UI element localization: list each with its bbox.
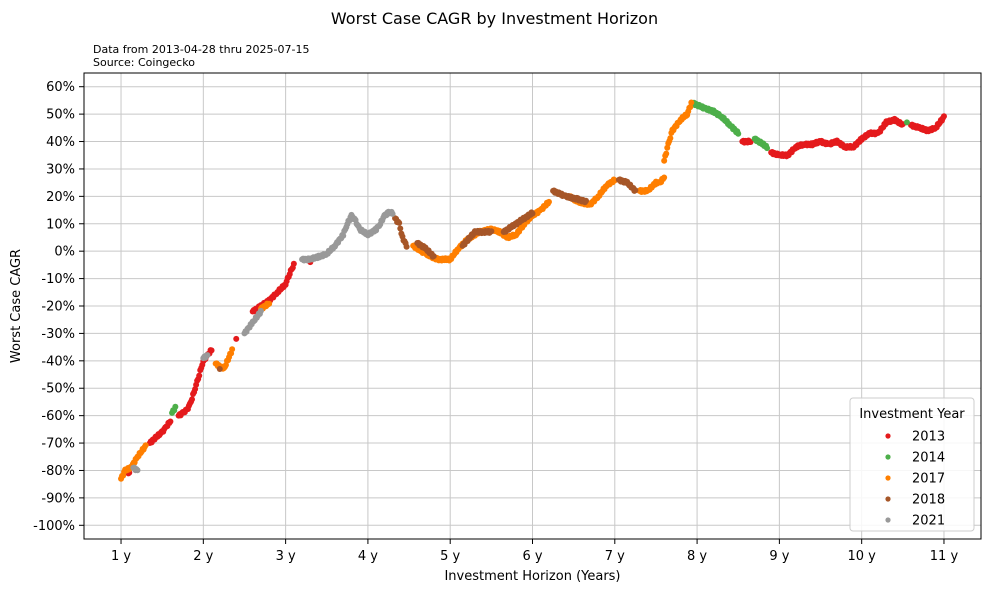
series-2018 bbox=[216, 176, 639, 373]
legend-marker bbox=[885, 475, 891, 481]
x-tick-label: 10 y bbox=[847, 549, 876, 564]
gridlines bbox=[84, 73, 981, 539]
y-tick-label: -80% bbox=[41, 464, 75, 479]
data-point bbox=[216, 366, 223, 373]
chart-title: Worst Case CAGR by Investment Horizon bbox=[331, 9, 658, 28]
data-point bbox=[545, 198, 552, 205]
legend-marker bbox=[885, 454, 891, 460]
x-tick-label: 2 y bbox=[193, 549, 213, 564]
y-tick-label: -10% bbox=[41, 272, 75, 287]
y-tick-label: 20% bbox=[46, 190, 75, 205]
data-point bbox=[903, 119, 910, 126]
data-point bbox=[389, 210, 396, 217]
legend-label: 2013 bbox=[912, 430, 945, 445]
y-tick-label: -40% bbox=[41, 354, 75, 369]
data-point bbox=[290, 260, 297, 267]
legend-marker bbox=[885, 496, 891, 502]
data-point bbox=[257, 307, 264, 314]
y-tick-label: -50% bbox=[41, 382, 75, 397]
y-axis-ticks: -100% -90% -80% -70% -60% -50% -40% -30% -20% -10… bbox=[33, 80, 84, 534]
series-2021 bbox=[130, 208, 396, 474]
x-tick-label: 1 y bbox=[111, 549, 131, 564]
data-point bbox=[396, 219, 403, 226]
x-tick-label: 3 y bbox=[276, 549, 296, 564]
x-axis-ticks: 1 y 2 y 3 y 4 y 5 y 6 y 7 y 8 y 9 y 10 y 11 y bbox=[111, 539, 958, 564]
data-point bbox=[229, 346, 236, 353]
chart-subtitle-line-1: Data from 2013-04-28 thru 2025-07-15 bbox=[93, 43, 309, 56]
data-point bbox=[735, 130, 742, 137]
series-2013 bbox=[123, 113, 947, 477]
data-point bbox=[661, 174, 668, 181]
legend-label: 2018 bbox=[912, 493, 945, 508]
y-tick-label: -100% bbox=[33, 519, 75, 534]
x-tick-label: 6 y bbox=[522, 549, 542, 564]
data-point bbox=[266, 300, 273, 307]
data-point bbox=[172, 403, 179, 410]
y-tick-label: 0% bbox=[54, 245, 75, 260]
chart-subtitle-line-2: Source: Coingecko bbox=[93, 56, 195, 69]
data-point bbox=[430, 253, 437, 260]
data-point bbox=[661, 157, 668, 164]
y-tick-label: 60% bbox=[46, 80, 75, 95]
data-point bbox=[134, 467, 141, 474]
legend-title: Investment Year bbox=[859, 407, 965, 422]
data-point bbox=[204, 352, 211, 359]
data-points bbox=[118, 99, 947, 482]
y-tick-label: 50% bbox=[46, 108, 75, 123]
data-point bbox=[688, 99, 695, 106]
data-point bbox=[233, 335, 240, 342]
data-point bbox=[764, 145, 771, 152]
data-point bbox=[687, 103, 694, 110]
data-point bbox=[189, 396, 196, 403]
x-tick-label: 4 y bbox=[358, 549, 378, 564]
data-point bbox=[582, 197, 589, 204]
data-point bbox=[397, 225, 404, 232]
y-tick-label: 10% bbox=[46, 217, 75, 232]
data-point bbox=[142, 442, 149, 449]
data-point bbox=[747, 139, 754, 146]
data-point bbox=[940, 113, 947, 120]
x-tick-label: 8 y bbox=[687, 549, 707, 564]
y-tick-label: -70% bbox=[41, 437, 75, 452]
data-point bbox=[529, 210, 536, 217]
legend-marker bbox=[885, 517, 891, 523]
y-tick-label: -60% bbox=[41, 409, 75, 424]
y-tick-label: -30% bbox=[41, 327, 75, 342]
y-axis-label: Worst Case CAGR bbox=[9, 249, 24, 363]
y-tick-label: -20% bbox=[41, 300, 75, 315]
data-point bbox=[167, 418, 174, 425]
data-point bbox=[196, 372, 203, 379]
data-point bbox=[667, 135, 674, 142]
legend-label: 2017 bbox=[912, 472, 945, 487]
legend-marker bbox=[885, 433, 891, 439]
legend-box bbox=[849, 397, 975, 532]
x-axis-label: Investment Horizon (Years) bbox=[444, 569, 620, 584]
legend-label: 2014 bbox=[912, 451, 945, 466]
data-point bbox=[663, 150, 670, 157]
x-tick-label: 5 y bbox=[440, 549, 460, 564]
legend-label: 2021 bbox=[912, 514, 945, 529]
data-point bbox=[403, 243, 410, 250]
series-2017 bbox=[118, 99, 695, 482]
series-2014 bbox=[169, 99, 910, 416]
data-point bbox=[488, 228, 495, 235]
x-tick-label: 11 y bbox=[930, 549, 959, 564]
y-tick-label: 30% bbox=[46, 162, 75, 177]
data-point bbox=[632, 187, 639, 194]
data-point bbox=[208, 347, 215, 354]
y-tick-label: 40% bbox=[46, 135, 75, 150]
x-tick-label: 9 y bbox=[769, 549, 789, 564]
data-point bbox=[340, 232, 347, 239]
x-tick-label: 7 y bbox=[605, 549, 625, 564]
legend: Investment Year 2013 2014 2017 2018 2021 bbox=[849, 397, 975, 532]
y-tick-label: -90% bbox=[41, 491, 75, 506]
